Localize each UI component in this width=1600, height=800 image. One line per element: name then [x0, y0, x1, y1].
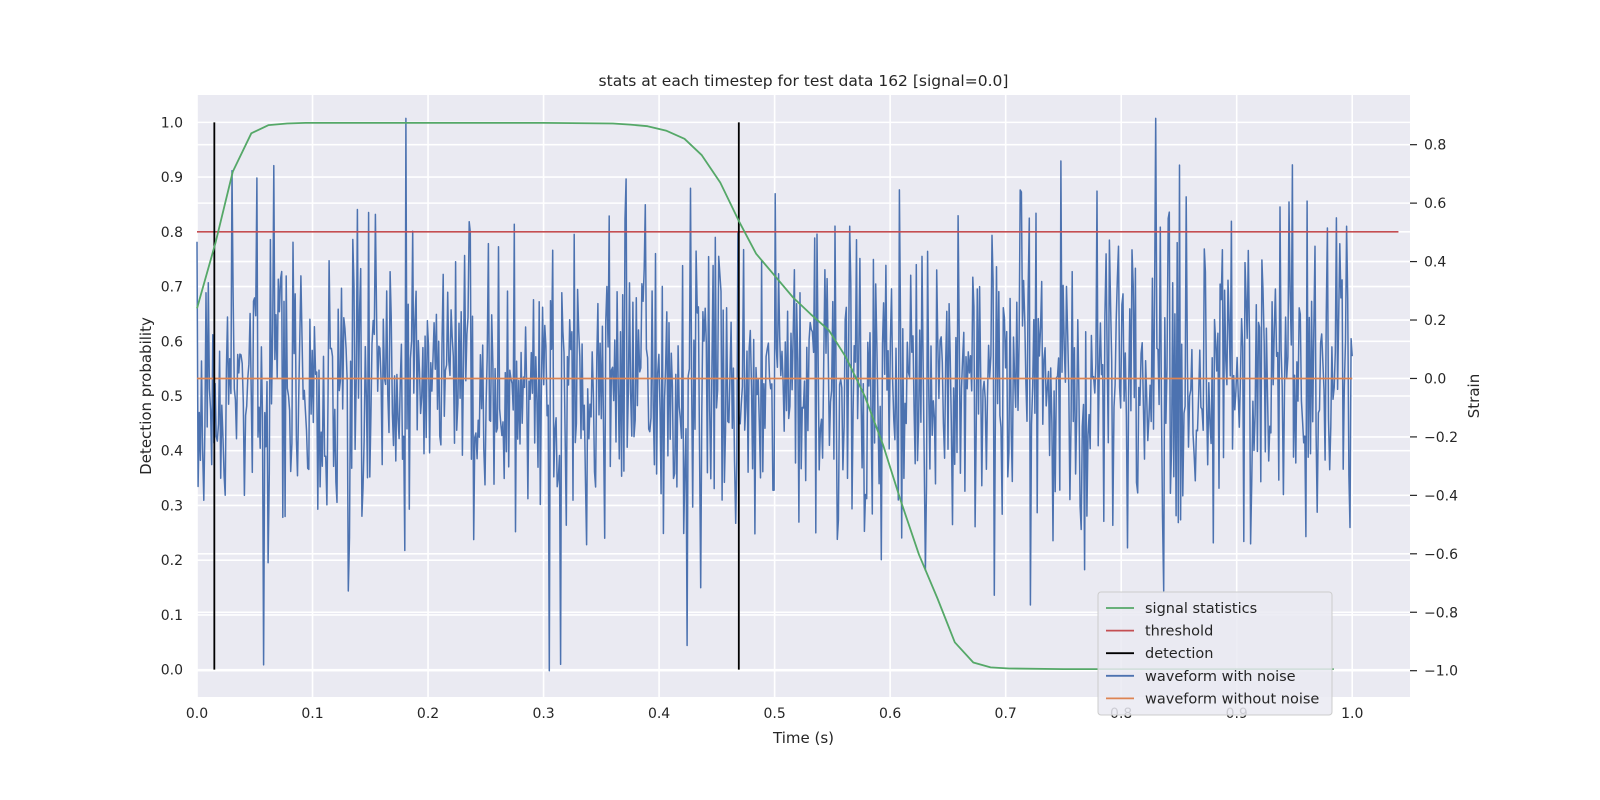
legend-box [1097, 591, 1333, 716]
y-tick-label-left: 0.5 [161, 389, 183, 405]
series-waveform-with-noise [196, 117, 1353, 672]
y-tick-label-left: 0.4 [161, 444, 183, 460]
y-tick-label-right: 0.0 [1424, 371, 1446, 387]
y-tick-label-left: 0.9 [161, 170, 183, 186]
legend-label: waveform without noise [1145, 691, 1319, 707]
y-tick-label-left: 0.6 [161, 334, 183, 350]
y-tick-label-right: −0.2 [1424, 430, 1458, 446]
series-layer [196, 117, 1399, 672]
y-tick-label-left: 0.8 [161, 225, 183, 241]
series-signal-statistics [196, 122, 1334, 670]
x-tick-label: 0.0 [186, 706, 208, 722]
y-tick-label-left: 0.3 [161, 498, 183, 514]
y-tick-label-left: 0.2 [161, 553, 183, 569]
x-tick-label: 0.4 [648, 706, 670, 722]
y-axis-title-right: Strain [1465, 374, 1483, 418]
y-tick-label-right: 0.8 [1424, 138, 1446, 154]
x-axis-title: Time (s) [772, 729, 834, 747]
x-tick-label: 0.7 [995, 706, 1017, 722]
axes: 0.0 0.1 0.2 0.3 0.4 0.5 0.6 0.7 0.8 0.9 1.0 0.0 0.1 0… [161, 115, 1458, 722]
legend-label: threshold [1145, 624, 1213, 640]
y-tick-label-right: −0.8 [1424, 605, 1458, 621]
legend: signal statistics threshold detection wavef… [1097, 591, 1333, 716]
legend-label: signal statistics [1145, 601, 1257, 617]
y-axis-title-left: Detection probability [137, 317, 155, 475]
x-tick-label: 0.5 [763, 706, 785, 722]
y-tick-label-right: −0.6 [1424, 547, 1458, 563]
y-tick-label-left: 0.0 [161, 663, 183, 679]
y-tick-label-right: −0.4 [1424, 488, 1458, 504]
x-tick-label: 0.3 [532, 706, 554, 722]
chart-title: stats at each timestep for test data 162… [599, 72, 1009, 90]
legend-label: detection [1145, 646, 1213, 662]
y-tick-label-left: 0.7 [161, 280, 183, 296]
y-tick-label-right: −1.0 [1424, 664, 1458, 680]
y-tick-label-right: 0.6 [1424, 196, 1446, 212]
y-tick-label-right: 0.4 [1424, 255, 1446, 271]
y-tick-label-left: 1.0 [161, 115, 183, 131]
x-tick-label: 0.2 [417, 706, 439, 722]
x-tick-label: 1.0 [1341, 706, 1363, 722]
legend-label: waveform with noise [1145, 669, 1296, 685]
y-tick-label-left: 0.1 [161, 608, 183, 624]
x-tick-label: 0.6 [879, 706, 901, 722]
y-tick-label-right: 0.2 [1424, 313, 1446, 329]
x-tick-label: 0.1 [301, 706, 323, 722]
